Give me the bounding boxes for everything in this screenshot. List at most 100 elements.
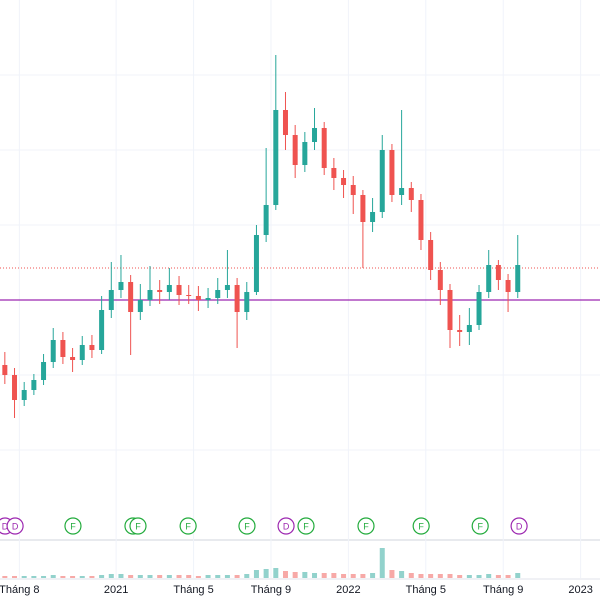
candle-body	[379, 150, 385, 212]
volume-bar	[41, 576, 47, 578]
volume-bar	[128, 575, 134, 578]
event-label: F	[418, 521, 424, 531]
event-label: F	[135, 521, 141, 531]
event-label: F	[70, 521, 76, 531]
volume-bar	[157, 575, 163, 578]
x-tick-label: Tháng 8	[0, 584, 40, 596]
candle-body	[224, 285, 230, 290]
event-label: F	[244, 521, 250, 531]
volume-bar	[89, 576, 95, 578]
volume-bar	[215, 575, 221, 578]
candle-body	[108, 290, 114, 310]
volume-bar	[166, 575, 172, 578]
event-marker	[64, 517, 82, 535]
candle-body	[370, 212, 376, 222]
candle-body	[215, 290, 221, 298]
x-tick-label: 2023	[568, 584, 592, 596]
event-label: F	[185, 521, 191, 531]
event-label: D	[12, 521, 19, 531]
event-marker	[179, 517, 197, 535]
event-marker	[129, 517, 147, 535]
volume-bar	[302, 572, 308, 578]
volume-bar	[466, 575, 472, 578]
event-marker	[471, 517, 489, 535]
x-tick-label: Tháng 9	[251, 584, 291, 596]
volume-bar	[312, 573, 318, 578]
event-marker	[6, 517, 24, 535]
volume-bar	[195, 576, 201, 578]
volume-bar	[350, 574, 356, 578]
volume-bar	[253, 570, 259, 578]
volume-bar	[70, 576, 76, 578]
volume-bar	[99, 575, 105, 578]
candle-body	[321, 128, 327, 168]
volume-bar	[341, 574, 347, 578]
volume-bar	[224, 575, 230, 578]
candle-body	[418, 200, 424, 240]
volume-bar	[2, 576, 8, 578]
candle-body	[495, 265, 501, 280]
event-marker	[277, 517, 295, 535]
candle-body	[476, 292, 482, 325]
volume-bar	[60, 576, 66, 578]
x-tick-label: 2021	[104, 584, 128, 596]
candle-body	[282, 110, 288, 135]
candle-body	[360, 195, 366, 222]
candle-body	[263, 205, 269, 235]
candle-body	[195, 296, 201, 300]
volume-bar	[457, 575, 463, 578]
candle-body	[253, 235, 259, 292]
candle-body	[166, 285, 172, 292]
volume-bar	[408, 573, 414, 578]
event-marker	[238, 517, 256, 535]
candle-body	[331, 168, 337, 178]
event-label: F	[477, 521, 483, 531]
candle-body	[302, 142, 308, 165]
candle-body	[447, 290, 453, 330]
candle-body	[273, 110, 279, 205]
volume-bar	[321, 573, 327, 578]
candle-body	[12, 375, 18, 400]
candle-body	[234, 285, 240, 312]
candle-body	[399, 188, 405, 195]
candle-body	[60, 340, 66, 357]
candle-body	[157, 290, 163, 292]
candle-body	[292, 135, 298, 165]
volume-bar	[50, 575, 56, 578]
volume-bar	[292, 572, 298, 578]
volume-bar	[176, 575, 182, 578]
candle-body	[118, 282, 124, 290]
volume-bar	[515, 573, 521, 578]
candle-body	[205, 298, 211, 300]
candle-body	[486, 265, 492, 292]
candle-body	[312, 128, 318, 142]
candle-body	[515, 265, 521, 292]
event-label: F	[303, 521, 309, 531]
candle-body	[137, 300, 143, 312]
volume-bar	[137, 575, 143, 578]
volume-bar	[147, 575, 153, 578]
volume-bar	[205, 575, 211, 578]
event-marker	[412, 517, 430, 535]
volume-bar	[12, 576, 18, 578]
event-label: D	[516, 521, 523, 531]
candle-body	[89, 345, 95, 350]
volume-bar	[331, 573, 337, 578]
candle-body	[244, 292, 250, 312]
volume-bar	[273, 568, 279, 578]
event-label: D	[2, 521, 9, 531]
candle-body	[408, 188, 414, 200]
volume-bar	[476, 575, 482, 578]
candle-body	[457, 330, 463, 332]
event-marker	[357, 517, 375, 535]
candle-body	[21, 390, 27, 400]
volume-bar	[379, 548, 385, 578]
candle-body	[41, 362, 47, 380]
volume-bar	[79, 576, 85, 578]
x-tick-label: Tháng 5	[173, 584, 213, 596]
event-marker	[297, 517, 315, 535]
volume-bar	[389, 570, 395, 578]
volume-bar	[447, 574, 453, 578]
x-tick-label: Tháng 9	[483, 584, 523, 596]
